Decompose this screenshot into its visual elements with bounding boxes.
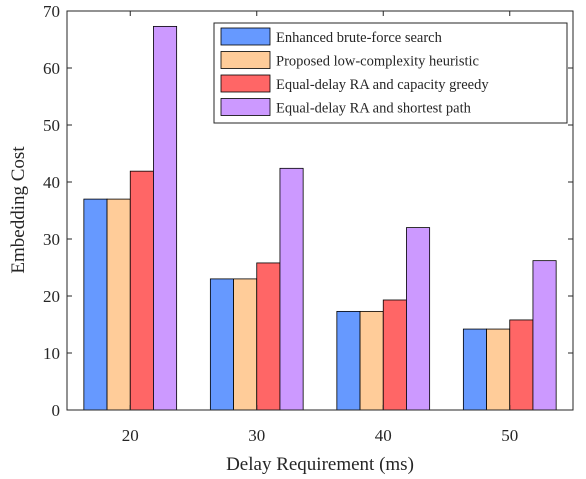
legend-label: Proposed low-complexity heuristic: [276, 54, 479, 70]
bar-50-series-4: [532, 260, 557, 411]
x-tick-label: 40: [375, 426, 392, 445]
bar-20-series-4: [153, 25, 178, 411]
legend-label: Equal-delay RA and shortest path: [276, 101, 472, 117]
legend-swatch: [220, 74, 271, 93]
bar-30-series-4: [279, 167, 304, 411]
x-tick-label: 20: [122, 426, 139, 445]
bar-30-series-3: [256, 262, 281, 411]
legend-swatch: [220, 27, 271, 46]
x-tick-label: 50: [501, 426, 518, 445]
bars-layer: [83, 25, 557, 411]
legend-label: Equal-delay RA and capacity greedy: [276, 77, 489, 93]
bar-20-series-3: [129, 170, 154, 411]
bar-50-series-2: [486, 328, 511, 411]
x-tick-label: 30: [248, 426, 265, 445]
bar-40-series-2: [359, 310, 384, 411]
ticks-layer: 0 10 20 30 40 50 60 70 20 30 40 50: [43, 2, 573, 445]
bar-30-series-1: [209, 278, 234, 411]
bar-20-series-1: [83, 198, 108, 411]
bar-20-series-2: [106, 198, 131, 411]
y-tick-label: 50: [43, 116, 60, 135]
y-tick-label: 10: [43, 344, 60, 363]
axes-layer: [66, 10, 574, 411]
legend-label: Enhanced brute-force search: [276, 30, 443, 46]
y-tick-label: 20: [43, 287, 60, 306]
y-tick-label: 30: [43, 230, 60, 249]
y-axis-title: Embedding Cost: [8, 146, 29, 274]
y-tick-label: 70: [43, 2, 60, 21]
legend-box: [213, 22, 568, 124]
y-tick-label: 40: [43, 173, 60, 192]
bar-50-series-1: [462, 328, 487, 411]
legend: Enhanced brute-force search Proposed low-…: [213, 22, 568, 124]
y-tick-label: 0: [52, 401, 61, 420]
y-tick-label: 60: [43, 59, 60, 78]
bar-30-series-2: [233, 278, 258, 411]
legend-swatch: [220, 98, 271, 116]
bar-50-series-3: [509, 319, 534, 411]
bar-40-series-4: [406, 227, 431, 411]
legend-swatch: [220, 51, 271, 69]
x-axis-title: Delay Requirement (ms): [226, 454, 414, 475]
bar-40-series-1: [336, 310, 361, 411]
bar-40-series-3: [382, 299, 407, 411]
axes-box: [66, 10, 574, 411]
